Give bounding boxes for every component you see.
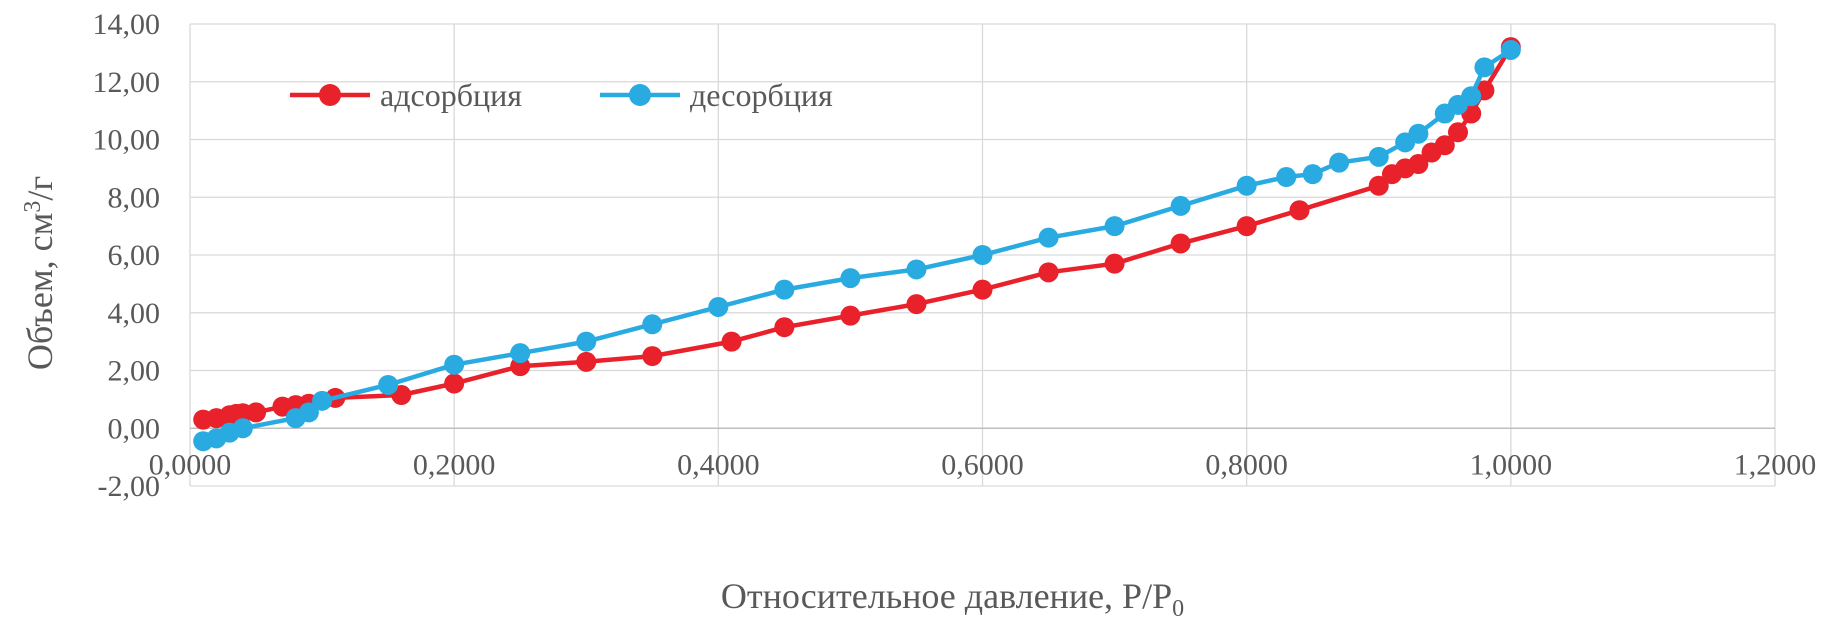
data-point	[1236, 175, 1257, 196]
data-point	[1461, 86, 1482, 107]
data-point	[1170, 195, 1191, 216]
axis-titles: Относительное давление, P/P0 Объем, см3/г	[20, 176, 1184, 622]
data-point	[1289, 200, 1310, 221]
x-tick-label: 0,6000	[941, 448, 1024, 481]
data-point	[246, 402, 267, 423]
legend-marker	[319, 84, 341, 106]
data-point	[972, 279, 993, 300]
data-point	[1302, 164, 1323, 185]
data-point	[232, 418, 253, 439]
y-tick-label: 0,00	[108, 412, 161, 445]
data-point	[1170, 233, 1191, 254]
data-point	[972, 245, 993, 265]
y-tick-label: -2,00	[98, 470, 161, 503]
x-axis-title-text: Относительное давление, P/P	[721, 576, 1172, 616]
legend-marker	[629, 84, 651, 106]
data-point	[1368, 175, 1389, 196]
y-tick-label: 2,00	[108, 355, 161, 388]
data-point	[378, 374, 399, 395]
data-point	[1474, 57, 1495, 78]
data-point	[444, 373, 465, 394]
tick-label-layer: -2,00 0,00 2,00 4,00 6,00 8,00 10,00 12,00 14,00…	[93, 8, 1817, 503]
series-desorption	[193, 39, 1521, 452]
x-axis-title-subscript: 0	[1172, 596, 1184, 622]
data-point	[576, 351, 597, 372]
y-axis-title-superscript: 3	[20, 201, 46, 213]
legend-label: адсорбция	[380, 77, 522, 113]
x-tick-label: 1,0000	[1470, 448, 1553, 481]
legend: адсорбция десорбция	[290, 77, 833, 113]
data-point	[444, 354, 465, 375]
data-point	[906, 294, 927, 315]
x-tick-label: 0,2000	[413, 448, 496, 481]
x-axis-title: Относительное давление, P/P0	[721, 576, 1184, 622]
y-tick-label: 14,00	[93, 8, 161, 41]
x-tick-label: 0,8000	[1205, 448, 1288, 481]
x-tick-label: 0,0000	[149, 448, 232, 481]
data-point	[1038, 262, 1059, 283]
y-axis-title: Объем, см3/г	[20, 176, 60, 370]
data-point	[1434, 135, 1455, 156]
data-point	[1408, 123, 1429, 144]
data-point	[642, 346, 663, 367]
data-point	[1104, 216, 1125, 237]
data-point	[298, 402, 319, 423]
data-point	[708, 296, 729, 317]
data-point	[906, 259, 927, 280]
data-point	[774, 279, 795, 300]
data-point	[576, 331, 597, 352]
data-point	[1500, 39, 1521, 60]
legend-item: десорбция	[600, 77, 833, 113]
data-point	[774, 317, 795, 338]
y-tick-label: 4,00	[108, 297, 161, 330]
data-point	[840, 305, 861, 326]
legend-label: десорбция	[690, 77, 833, 113]
x-tick-label: 1,2000	[1734, 448, 1817, 481]
data-point	[642, 314, 663, 335]
series-layer	[193, 37, 1521, 452]
legend-item: адсорбция	[290, 77, 522, 113]
data-point	[1276, 167, 1297, 188]
data-point	[1408, 154, 1429, 175]
data-point	[1236, 216, 1257, 237]
y-tick-label: 6,00	[108, 239, 161, 272]
y-tick-label: 8,00	[108, 181, 161, 214]
data-point	[312, 390, 333, 411]
y-axis-title-text: Объем, см	[20, 213, 60, 371]
data-point	[1104, 253, 1125, 274]
data-point	[1329, 152, 1350, 173]
y-tick-label: 12,00	[93, 66, 161, 99]
data-point	[721, 331, 742, 352]
x-tick-label: 0,4000	[677, 448, 760, 481]
y-tick-label: 10,00	[93, 124, 161, 157]
data-point	[840, 268, 861, 289]
data-point	[1368, 146, 1389, 167]
data-point	[1038, 227, 1059, 248]
y-axis-title-suffix: /г	[20, 176, 60, 201]
data-point	[1448, 122, 1468, 143]
data-point	[510, 343, 531, 364]
